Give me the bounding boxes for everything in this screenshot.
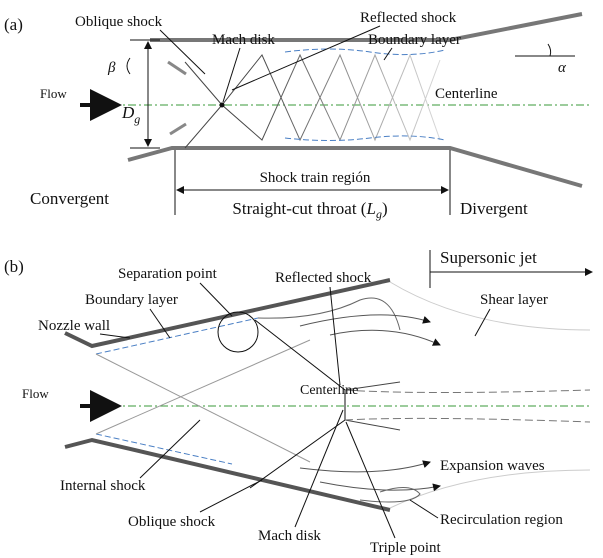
expansion-wave [319, 481, 441, 492]
slip-line [344, 389, 591, 393]
beta-label: β [107, 60, 116, 76]
leader [231, 25, 381, 91]
label: Supersonic jet [440, 248, 537, 267]
expansion-wave [257, 297, 401, 331]
label: Centerline [435, 86, 498, 102]
shock-train [184, 53, 441, 149]
label: Mach disk [258, 528, 321, 544]
lower-wall [64, 437, 391, 512]
angle-arc [547, 43, 552, 57]
text: ) [382, 199, 388, 218]
separation-circle [217, 311, 259, 353]
throat-label: Straight-cut throat (Lg) [232, 199, 387, 221]
dg-label: Dg [121, 103, 140, 126]
expansion-wave [299, 460, 431, 473]
shock [344, 419, 401, 431]
internal-shock [95, 353, 311, 463]
label: Reflected shock [360, 10, 457, 26]
panel-b: (b) Supersonic jet Flow Separation point… [4, 248, 593, 556]
convergent-wall [169, 122, 187, 136]
expansion-wave [299, 314, 431, 327]
shock-structure [249, 319, 346, 489]
label: Internal shock [60, 478, 146, 494]
boundary-layer [95, 433, 233, 465]
boundary-layer [284, 135, 446, 141]
expansion-wave [329, 329, 441, 346]
mach-disk-dot [219, 102, 225, 108]
boundary-layer [95, 317, 259, 355]
label: Oblique shock [75, 14, 163, 30]
label: Divergent [460, 199, 528, 218]
leader [345, 421, 396, 539]
panel-tag: (b) [4, 257, 24, 276]
panel-tag: (a) [4, 15, 23, 34]
recirculation [359, 487, 421, 503]
label: Shear layer [480, 292, 548, 308]
leader [409, 499, 439, 519]
label: Shock train región [260, 170, 371, 186]
label: Oblique shock [128, 514, 216, 530]
flow-label: Flow [40, 86, 67, 101]
leader [474, 308, 491, 337]
internal-shock [95, 339, 311, 435]
boundary-layer [284, 48, 446, 56]
flow-label: Flow [22, 386, 49, 401]
slip-line [344, 417, 591, 423]
leader [99, 333, 131, 339]
label: Nozzle wall [38, 318, 110, 334]
leader [139, 419, 201, 479]
label: Triple point [370, 540, 442, 556]
alpha-label: α [558, 60, 567, 76]
label: Mach disk [212, 32, 275, 48]
symbol: L [365, 199, 375, 218]
shock-train [184, 53, 441, 142]
leader [222, 47, 241, 103]
leader [294, 409, 344, 528]
lower-wall [127, 146, 583, 188]
label: Recirculation region [440, 512, 563, 528]
subscript: g [134, 112, 140, 126]
leader [159, 29, 206, 75]
shear-layer [389, 281, 591, 331]
text: Straight-cut throat ( [232, 199, 366, 218]
convergent-wall [167, 60, 187, 76]
leader [199, 479, 263, 513]
label: Reflected shock [275, 270, 372, 286]
upper-wall [64, 278, 391, 349]
symbol: D [121, 103, 135, 122]
label: Centerline [300, 383, 358, 398]
shock [344, 381, 401, 391]
label: Separation point [118, 266, 218, 282]
label: Boundary layer [368, 32, 461, 48]
panel-a: (a) Flow Dg β α Oblique shock Reflected … [4, 10, 590, 221]
leader [329, 286, 341, 386]
upper-wall [150, 12, 583, 42]
label: Expansion waves [440, 458, 545, 474]
subscript: g [376, 207, 382, 221]
label: Boundary layer [85, 292, 178, 308]
angle-arc [126, 57, 131, 75]
label: Convergent [30, 189, 109, 208]
leader [383, 47, 393, 61]
leader [199, 282, 233, 317]
leader [149, 308, 171, 339]
